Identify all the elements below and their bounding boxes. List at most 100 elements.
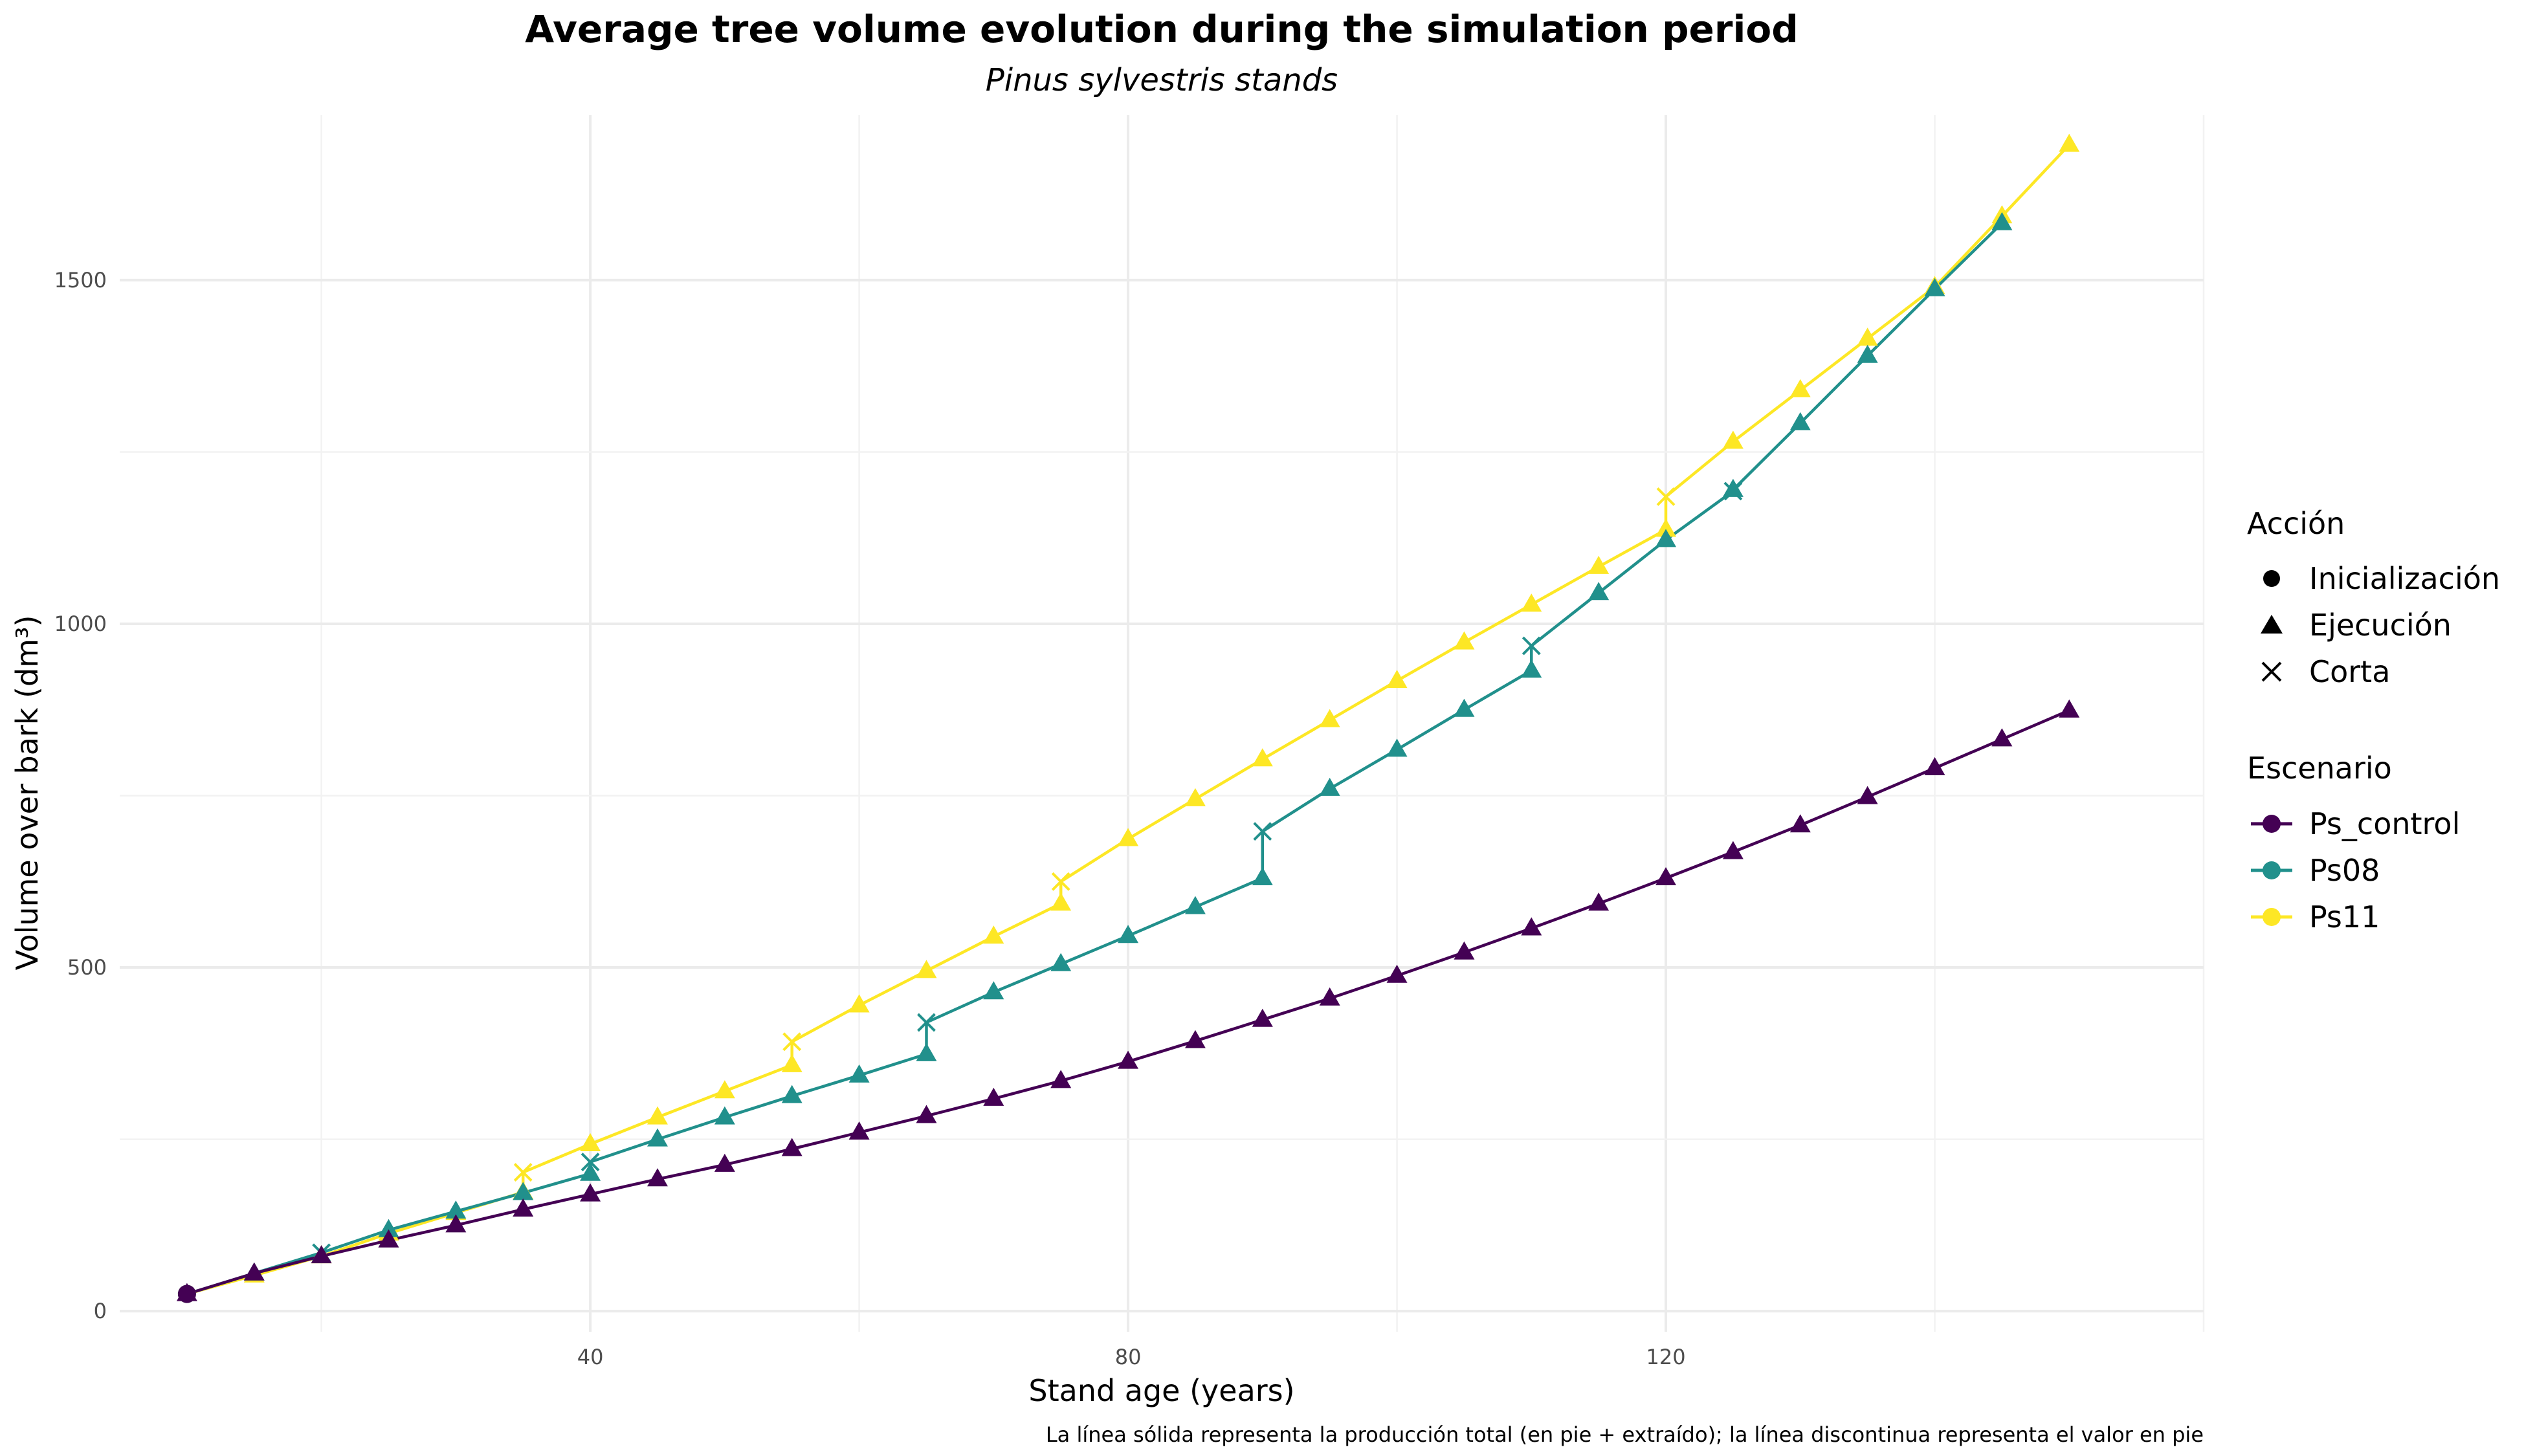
legend-color-title: Escenario xyxy=(2247,751,2392,786)
data-point-triangle xyxy=(1521,659,1542,678)
legend-shape-label: Inicialización xyxy=(2309,561,2500,596)
data-point-cross xyxy=(581,1153,600,1172)
y-tick-label: 500 xyxy=(67,955,107,980)
cross-stroke xyxy=(1522,636,1541,656)
data-point-triangle xyxy=(378,1219,399,1237)
cross-stroke xyxy=(782,1032,802,1052)
data-point-triangle xyxy=(1050,892,1072,911)
data-point-triangle xyxy=(176,1283,197,1301)
data-point-triangle xyxy=(1319,777,1340,796)
data-point-triangle xyxy=(1857,344,1878,363)
y-axis-title: Volume over bark (dm³) xyxy=(10,615,45,971)
data-point-cross xyxy=(782,1032,802,1052)
data-point-triangle xyxy=(1050,1070,1072,1088)
y-tick-label: 1000 xyxy=(54,612,107,636)
cross-stroke xyxy=(1253,822,1272,841)
data-point-cross xyxy=(1051,872,1070,891)
legend-key-point xyxy=(2263,815,2281,833)
data-point-triangle xyxy=(1521,593,1542,612)
data-point-cross xyxy=(1656,487,1676,506)
legend-series-label: Ps08 xyxy=(2309,853,2380,888)
data-point-triangle xyxy=(1386,964,1408,983)
data-point-triangle xyxy=(1857,786,1878,804)
data-point-triangle xyxy=(1319,709,1340,727)
data-point-triangle xyxy=(1118,925,1139,943)
data-point-triangle xyxy=(1184,1030,1206,1048)
data-point-triangle xyxy=(781,1053,803,1072)
data-point-triangle xyxy=(1789,412,1811,430)
data-point-triangle xyxy=(1722,841,1744,859)
data-point-triangle xyxy=(916,1105,937,1123)
data-point-triangle xyxy=(647,1128,668,1147)
data-point-triangle xyxy=(580,1133,601,1152)
data-point-triangle xyxy=(916,1042,937,1061)
grid xyxy=(120,115,2205,1332)
x-tick-label: 80 xyxy=(1115,1345,1142,1369)
x-tick-label: 40 xyxy=(577,1345,604,1369)
cross-stroke xyxy=(917,1013,936,1032)
x-axis-title: Stand age (years) xyxy=(1028,1373,1294,1408)
data-point-triangle xyxy=(714,1106,735,1125)
data-point-triangle xyxy=(983,925,1004,944)
data-point-triangle xyxy=(848,994,870,1013)
data-point-triangle xyxy=(513,1182,534,1200)
data-point-triangle xyxy=(1386,738,1408,757)
data-point-triangle xyxy=(1588,555,1610,574)
data-point-triangle xyxy=(2059,699,2080,718)
data-point-triangle xyxy=(1252,748,1273,767)
data-point-triangle xyxy=(1454,941,1475,960)
data-point-triangle xyxy=(1857,327,1878,346)
data-point-triangle xyxy=(513,1198,534,1217)
y-tick-label: 0 xyxy=(94,1299,107,1323)
series-markers xyxy=(176,133,2080,1303)
y-axis-ticks: 0 500 1000 1500 xyxy=(54,268,107,1323)
cross-stroke xyxy=(581,1153,600,1172)
data-point-triangle xyxy=(1454,698,1475,717)
data-point-triangle xyxy=(1924,278,1945,296)
legend-key-point xyxy=(2263,908,2281,926)
data-point-triangle xyxy=(848,1121,870,1140)
x-tick-label: 120 xyxy=(1646,1345,1685,1369)
data-point-triangle xyxy=(1588,582,1610,601)
data-point-triangle xyxy=(445,1214,467,1233)
data-point-triangle xyxy=(1118,828,1139,846)
data-point-triangle xyxy=(378,1229,399,1248)
data-point-triangle xyxy=(1252,1008,1273,1027)
data-point-triangle xyxy=(1789,814,1811,833)
data-point-triangle xyxy=(580,1162,601,1181)
data-point-triangle xyxy=(1655,518,1677,537)
data-point-triangle xyxy=(647,1106,668,1125)
data-point-triangle xyxy=(1655,866,1677,885)
data-point-triangle xyxy=(1789,379,1811,397)
series-line-ps08 xyxy=(186,222,2003,1296)
legend-cross-icon xyxy=(2261,661,2282,682)
data-point-triangle xyxy=(1252,866,1273,885)
data-point-triangle xyxy=(1319,987,1340,1006)
data-point-triangle xyxy=(1991,212,2013,230)
data-point-triangle xyxy=(1386,670,1408,689)
data-point-triangle xyxy=(580,1183,601,1202)
data-point-triangle xyxy=(781,1085,803,1103)
data-point-triangle xyxy=(1050,953,1072,971)
data-point-triangle xyxy=(1991,728,2013,747)
data-point-triangle xyxy=(1722,478,1744,497)
data-point-triangle xyxy=(311,1245,332,1264)
data-point-triangle xyxy=(1118,1050,1139,1069)
cross-stroke xyxy=(513,1163,533,1182)
data-point-triangle xyxy=(714,1153,735,1172)
data-point-cross xyxy=(1522,636,1541,656)
data-point-triangle xyxy=(1655,529,1677,547)
data-point-triangle xyxy=(445,1200,467,1219)
data-point-cross xyxy=(1253,822,1272,841)
legend-shape-label: Corta xyxy=(2309,654,2390,689)
legend-series-label: Ps_control xyxy=(2309,806,2460,841)
legend-series-label: Ps11 xyxy=(2309,899,2380,934)
cross-stroke xyxy=(1656,487,1676,506)
y-tick-label: 1500 xyxy=(54,268,107,292)
data-point-cross xyxy=(917,1013,936,1032)
legend-shape-label: Ejecución xyxy=(2309,608,2452,643)
legend-shape-title: Acción xyxy=(2247,506,2345,541)
data-point-triangle xyxy=(2059,133,2080,152)
chart-caption: La línea sólida representa la producción… xyxy=(1046,1422,2204,1447)
